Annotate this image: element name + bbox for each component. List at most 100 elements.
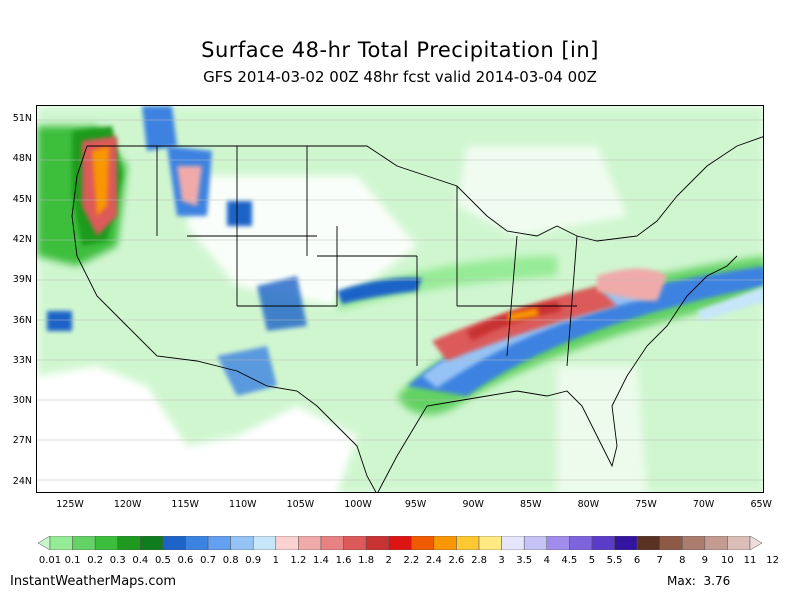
longitude-label: 115W (171, 499, 199, 510)
colorbar-label: 1.8 (358, 555, 375, 566)
colorbar-label: 2.4 (425, 555, 442, 566)
precip-field (37, 106, 763, 492)
colorbar-swatch (704, 535, 728, 551)
colorbar-swatch (49, 535, 73, 551)
longitude-label: 90W (462, 499, 484, 510)
graticule (37, 119, 763, 481)
colorbar-swatch (185, 535, 209, 551)
colorbar-label: 0.3 (109, 555, 126, 566)
colorbar-swatch (140, 535, 164, 551)
colorbar-swatch (501, 535, 525, 551)
colorbar (37, 535, 763, 551)
colorbar-swatch (230, 535, 254, 551)
colorbar-swatch (523, 535, 548, 551)
colorbar-swatch (275, 535, 299, 551)
colorbar-swatch (546, 535, 570, 551)
latitude-label: 42N (12, 233, 32, 245)
colorbar-swatch (72, 535, 96, 551)
longitude-label: 80W (577, 499, 600, 510)
latitude-label: 39N (12, 274, 32, 286)
latitude-label: 30N (12, 395, 32, 407)
colorbar-label: 5.5 (606, 555, 623, 566)
max-value: 3.76 (703, 574, 731, 588)
colorbar-swatch (682, 535, 706, 551)
colorbar-swatch (162, 535, 186, 551)
latitude-label: 51N (12, 113, 32, 124)
colorbar-swatch (659, 535, 683, 551)
map-title: Surface 48-hr Total Precipitation [in] (201, 38, 599, 62)
colorbar-swatch (478, 535, 502, 551)
colorbar-label: 3 (498, 555, 505, 566)
colorbar-label: 1.6 (335, 555, 352, 566)
boundaries (71, 136, 763, 492)
colorbar-label: 0.1 (64, 555, 81, 566)
latitude-label: 27N (12, 435, 32, 447)
colorbar-label: 0.5 (154, 555, 171, 566)
colorbar-label: 3.5 (516, 555, 533, 566)
colorbar-label: 2.2 (403, 555, 420, 566)
latitude-label: 45N (12, 193, 32, 205)
precipitation-map (36, 105, 764, 493)
colorbar-label: 1.4 (313, 555, 329, 566)
colorbar-label: 12 (766, 555, 779, 566)
longitude-label: 105W (286, 499, 315, 510)
longitude-label: 120W (113, 499, 142, 510)
longitude-label: 75W (635, 499, 657, 510)
longitude-label: 85W (520, 499, 542, 510)
colorbar-swatch (343, 535, 367, 551)
longitude-label: 95W (404, 499, 427, 510)
colorbar-swatch (365, 535, 389, 551)
map-subtitle: GFS 2014-03-02 00Z 48hr fcst valid 2014-… (203, 68, 597, 86)
colorbar-label: 2 (385, 555, 392, 566)
colorbar-swatch (636, 535, 660, 551)
colorbar-label: 0.9 (245, 555, 262, 566)
longitude-label: 125W (56, 499, 84, 510)
latitude-label: 36N (12, 314, 32, 326)
colorbar-label: 1.2 (290, 555, 307, 566)
latitude-label: 33N (12, 354, 32, 366)
colorbar-swatch (727, 535, 751, 551)
colorbar-swatch (456, 535, 480, 551)
colorbar-label: 9 (701, 555, 709, 566)
map-canvas (37, 106, 763, 492)
longitude-label: 100W (344, 499, 372, 510)
latitude-label: 48N (12, 153, 32, 165)
colorbar-label: 8 (679, 555, 686, 566)
colorbar-label: 5 (588, 555, 596, 566)
colorbar-swatch (298, 535, 322, 551)
colorbar-swatch (252, 535, 277, 551)
latitude-label: 24N (12, 475, 32, 487)
colorbar-label: 4 (543, 555, 550, 566)
colorbar-swatch (749, 535, 763, 551)
colorbar-label: 7 (656, 555, 663, 566)
colorbar-swatch (569, 535, 593, 551)
site-credit: InstantWeatherMaps.com (10, 574, 177, 589)
colorbar-swatch (591, 535, 615, 551)
colorbar-label: 10 (721, 555, 734, 566)
colorbar-swatch (320, 535, 344, 551)
colorbar-label: 0.2 (87, 555, 104, 566)
max-label: Max: (667, 574, 696, 588)
colorbar-swatch (614, 535, 638, 551)
colorbar-swatch (433, 535, 457, 551)
colorbar-swatch (37, 535, 51, 551)
longitude-label: 65W (750, 499, 772, 510)
colorbar-label: 4.5 (561, 555, 578, 566)
max-value-readout: Max: 3.76 (667, 574, 730, 588)
colorbar-swatch (207, 535, 231, 551)
colorbar-label: 0.7 (200, 555, 217, 566)
longitude-label: 110W (229, 499, 257, 510)
colorbar-swatch (388, 535, 412, 551)
colorbar-swatch (117, 535, 141, 551)
colorbar-label: 0.6 (177, 555, 194, 566)
colorbar-label: 1 (272, 555, 279, 566)
colorbar-label: 6 (633, 555, 641, 566)
colorbar-label: 2.6 (448, 555, 465, 566)
colorbar-label: 0.8 (222, 555, 239, 566)
colorbar-label: 0.4 (132, 555, 149, 566)
colorbar-swatches (37, 535, 763, 551)
longitude-label: 70W (692, 499, 715, 510)
colorbar-swatch (94, 535, 118, 551)
colorbar-label: 0.01 (38, 555, 62, 566)
colorbar-label: 2.8 (471, 555, 487, 566)
